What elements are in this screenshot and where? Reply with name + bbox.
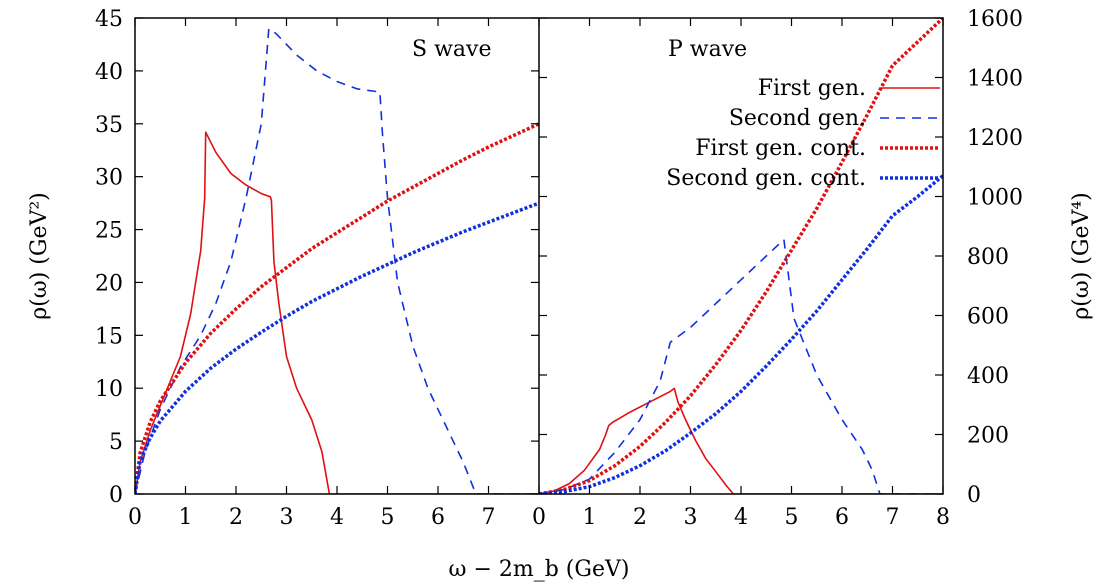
y-tick-label-left: 25 — [95, 219, 123, 244]
x-tick-label: 2 — [229, 505, 243, 530]
y-axis-label-right: ρ(ω) (GeV⁴) — [1069, 192, 1094, 320]
y-tick-label-left: 30 — [95, 166, 123, 191]
series-line-first-gen-left — [135, 131, 539, 494]
x-axis-label: ω − 2m_b (GeV) — [449, 557, 630, 582]
legend-label: Second gen. cont. — [666, 166, 866, 191]
series-line-second-gen-left — [135, 27, 539, 494]
x-tick-label: 4 — [330, 505, 344, 530]
x-tick-label: 6 — [835, 505, 849, 530]
x-tick-label: 5 — [381, 505, 395, 530]
y-tick-label-left: 0 — [109, 483, 123, 508]
y-tick-label-right: 1200 — [967, 126, 1023, 151]
series-line-second-gen-cont-left — [135, 201, 539, 494]
y-axis-label-left: ρ(ω) (GeV²) — [27, 192, 52, 320]
series-line-second-gen-cont-right — [539, 174, 943, 494]
y-tick-label-left: 35 — [95, 113, 123, 138]
x-tick-label: 5 — [785, 505, 799, 530]
y-tick-label-left: 20 — [95, 271, 123, 296]
x-tick-label: 3 — [684, 505, 698, 530]
x-tick-label: 8 — [936, 505, 950, 530]
x-tick-label: 1 — [583, 505, 597, 530]
y-tick-label-right: 1400 — [967, 67, 1023, 92]
y-tick-label-left: 5 — [109, 430, 123, 455]
y-tick-label-left: 10 — [95, 377, 123, 402]
series-line-first-gen-cont-right — [539, 18, 943, 494]
panel-label-s-wave: S wave — [412, 37, 491, 62]
x-tick-label: 3 — [280, 505, 294, 530]
axes-frame — [134, 17, 944, 495]
x-tick-label: 4 — [734, 505, 748, 530]
x-tick-label: 1 — [179, 505, 193, 530]
legend-item: First gen. cont. — [695, 136, 940, 161]
legend-item: First gen. — [758, 76, 940, 101]
legend-label: Second gen. — [729, 106, 866, 131]
legend-label: First gen. — [758, 76, 866, 101]
y-tick-label-left: 45 — [95, 7, 123, 32]
y-tick-label-left: 40 — [95, 60, 123, 85]
x-tick-label: 7 — [886, 505, 900, 530]
x-tick-label: 0 — [532, 505, 546, 530]
labels: ω − 2m_b (GeV) ρ(ω) (GeV²) ρ(ω) (GeV⁴) S… — [27, 37, 1094, 582]
y-tick-label-right: 0 — [967, 483, 981, 508]
y-tick-label-right: 1000 — [967, 186, 1023, 211]
x-tick-label: 2 — [633, 505, 647, 530]
x-tick-label: 0 — [128, 505, 142, 530]
y-tick-label-left: 15 — [95, 324, 123, 349]
y-tick-label-right: 800 — [967, 245, 1009, 270]
legend-item: Second gen. cont. — [666, 166, 940, 191]
legend: First gen. Second gen. First gen. cont. Sec… — [666, 76, 940, 191]
x-tick-label: 6 — [431, 505, 445, 530]
y-tick-label-right: 400 — [967, 364, 1009, 389]
y-tick-label-right: 600 — [967, 305, 1009, 330]
legend-label: First gen. cont. — [695, 136, 866, 161]
x-tick-label: 7 — [482, 505, 496, 530]
series-line-second-gen-right — [539, 238, 943, 494]
series-line-first-gen-cont-left — [135, 122, 539, 494]
y-tick-label-right: 200 — [967, 424, 1009, 449]
panel-label-p-wave: P wave — [668, 37, 747, 62]
series-line-first-gen-right — [539, 387, 943, 494]
legend-item: Second gen. — [729, 106, 940, 131]
y-tick-label-right: 1600 — [967, 7, 1023, 32]
